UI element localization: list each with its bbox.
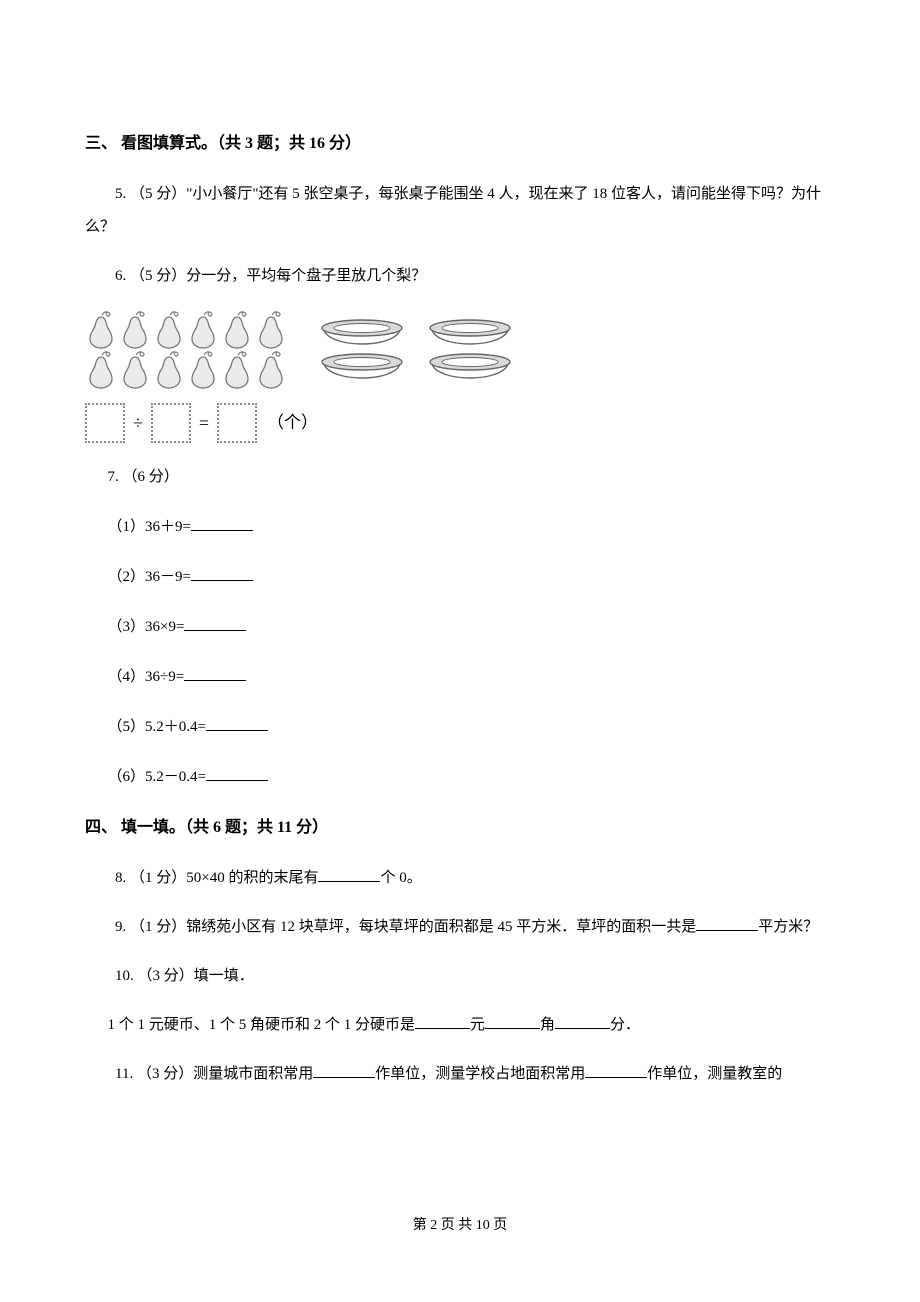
q7-text: （4）36÷9= — [108, 669, 185, 685]
q7-text: （6）5.2－0.4= — [108, 769, 206, 785]
pear-icon — [85, 309, 117, 347]
q8-pre: 8. （1 分）50×40 的积的末尾有 — [115, 870, 318, 886]
answer-blank[interactable] — [206, 715, 268, 731]
answer-box[interactable] — [151, 403, 191, 443]
question-8: 8. （1 分）50×40 的积的末尾有 个 0。 — [85, 862, 835, 895]
q10-yuan: 元 — [470, 1017, 485, 1033]
question-11: 11. （3 分）测量城市面积常用 作单位，测量学校占地面积常用 作单位，测量教室的 — [85, 1058, 835, 1091]
question-9: 9. （1 分）锦绣苑小区有 12 块草坪，每块草坪的面积都是 45 平方米．草… — [85, 911, 835, 944]
answer-box[interactable] — [85, 403, 125, 443]
bowl-icon — [427, 353, 513, 379]
answer-blank[interactable] — [485, 1013, 540, 1029]
q11-a: 11. （3 分）测量城市面积常用 — [115, 1066, 313, 1082]
q10-fen: 分． — [610, 1017, 640, 1033]
q7-text: （3）36×9= — [108, 619, 185, 635]
question-6-equation: ÷ = （个） — [85, 403, 835, 443]
q7-item-6: （6）5.2－0.4= — [108, 762, 836, 792]
pear-icon — [119, 349, 151, 387]
bowl-col-2 — [427, 319, 513, 379]
pear-icon — [221, 309, 253, 347]
q11-b: 作单位，测量学校占地面积常用 — [375, 1066, 585, 1082]
q7-item-1: （1）36＋9= — [108, 512, 836, 542]
q7-text: （2）36－9= — [108, 569, 191, 585]
answer-blank[interactable] — [318, 866, 380, 882]
page-footer: 第 2 页 共 10 页 — [0, 1212, 920, 1240]
answer-blank[interactable] — [415, 1013, 470, 1029]
pear-icon — [187, 309, 219, 347]
answer-blank[interactable] — [696, 915, 758, 931]
q11-c: 作单位，测量教室的 — [647, 1066, 782, 1082]
q10-a: 1 个 1 元硬币、1 个 5 角硬币和 2 个 1 分硬币是 — [108, 1017, 416, 1033]
q10-jiao: 角 — [540, 1017, 555, 1033]
q7-item-2: （2）36－9= — [108, 562, 836, 592]
q7-text: （5）5.2＋0.4= — [108, 719, 206, 735]
question-7-stem: 7. （6 分） — [85, 461, 835, 494]
q7-item-4: （4）36÷9= — [108, 662, 836, 692]
q9-post: 平方米？ — [758, 919, 818, 935]
unit-label: （个） — [267, 406, 318, 440]
answer-blank[interactable] — [191, 515, 253, 531]
answer-blank[interactable] — [206, 765, 268, 781]
pear-icon — [255, 309, 287, 347]
section-3-title: 三、 看图填算式。（共 3 题；共 16 分） — [85, 128, 835, 160]
answer-blank[interactable] — [191, 565, 253, 581]
question-10-line: 1 个 1 元硬币、1 个 5 角硬币和 2 个 1 分硬币是 元 角 分． — [85, 1009, 835, 1042]
answer-blank[interactable] — [184, 665, 246, 681]
footer-c: 页 — [490, 1218, 508, 1233]
page: 三、 看图填算式。（共 3 题；共 16 分） 5. （5 分）"小小餐厅"还有… — [0, 0, 920, 1302]
footer-a: 第 — [413, 1218, 431, 1233]
pear-icon — [221, 349, 253, 387]
footer-b: 页 共 — [437, 1218, 476, 1233]
answer-box[interactable] — [217, 403, 257, 443]
question-5: 5. （5 分）"小小餐厅"还有 5 张空桌子，每张桌子能围坐 4 人，现在来了… — [85, 178, 835, 244]
pear-icon — [153, 349, 185, 387]
bowl-icon — [319, 319, 405, 345]
bowls-group — [319, 319, 513, 379]
pear-icon — [187, 349, 219, 387]
pears-grid — [85, 309, 289, 389]
operator-equals: = — [199, 405, 209, 441]
pear-icon — [255, 349, 287, 387]
answer-blank[interactable] — [313, 1062, 375, 1078]
q7-item-3: （3）36×9= — [108, 612, 836, 642]
bowl-icon — [427, 319, 513, 345]
q8-post: 个 0。 — [380, 870, 421, 886]
question-6-figure — [85, 309, 835, 389]
answer-blank[interactable] — [184, 615, 246, 631]
q7-text: （1）36＋9= — [108, 519, 191, 535]
bowl-col-1 — [319, 319, 405, 379]
answer-blank[interactable] — [585, 1062, 647, 1078]
answer-blank[interactable] — [555, 1013, 610, 1029]
question-10-stem: 10. （3 分）填一填． — [85, 960, 835, 993]
q7-item-5: （5）5.2＋0.4= — [108, 712, 836, 742]
question-6-stem: 6. （5 分）分一分，平均每个盘子里放几个梨？ — [85, 260, 835, 293]
pear-icon — [85, 349, 117, 387]
pear-icon — [119, 309, 151, 347]
pear-icon — [153, 309, 185, 347]
q9-pre: 9. （1 分）锦绣苑小区有 12 块草坪，每块草坪的面积都是 45 平方米．草… — [115, 919, 696, 935]
operator-divide: ÷ — [133, 405, 143, 441]
bowl-icon — [319, 353, 405, 379]
section-4-title: 四、 填一填。（共 6 题；共 11 分） — [85, 812, 835, 844]
footer-total: 10 — [476, 1218, 490, 1233]
